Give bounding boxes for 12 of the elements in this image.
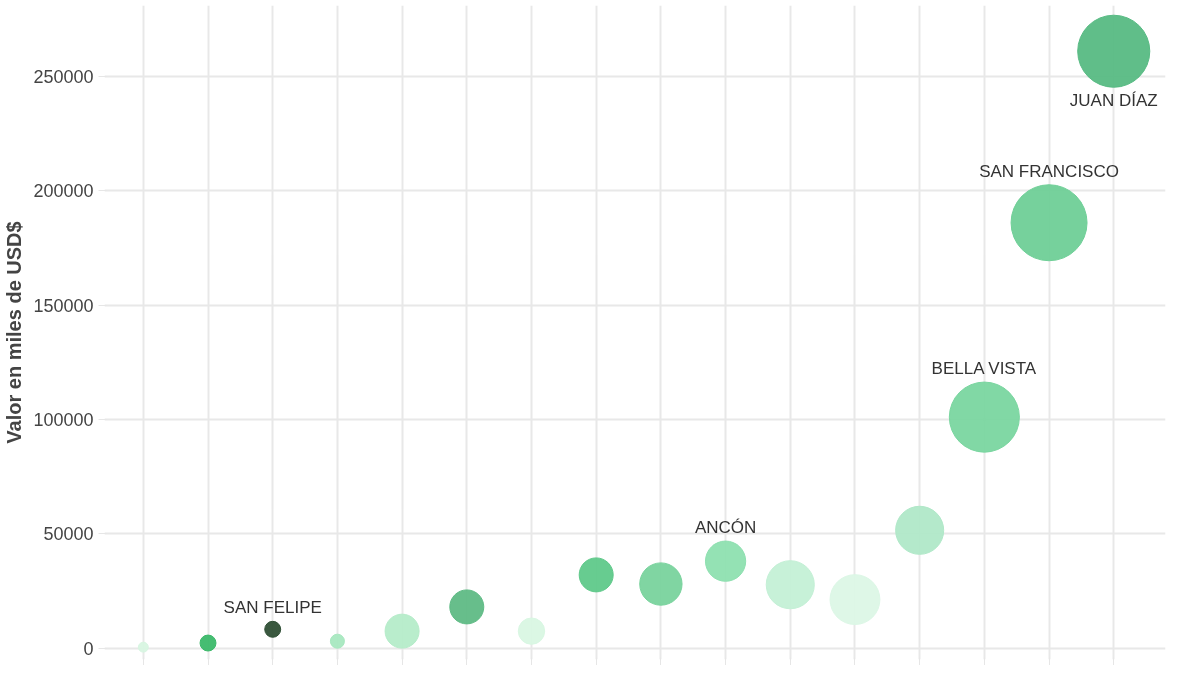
y-tick-label: 200000 (33, 181, 94, 202)
annotation: BELLA VISTA (931, 359, 1037, 379)
annotation: SAN FELIPE (223, 598, 322, 618)
y-tick-label: 0 (83, 638, 94, 659)
y-tick-label: 100000 (33, 409, 94, 430)
annotation: SAN FRANCISCO (979, 161, 1119, 181)
annotation: JUAN DÍAZ (1069, 91, 1158, 111)
y-tick-label: 250000 (33, 66, 94, 87)
annotation: ANCÓN (694, 518, 757, 538)
y-tick-label: 50000 (43, 524, 94, 545)
y-tick-label: 150000 (33, 295, 94, 316)
y-axis-title: Valor en miles de USD$ (3, 221, 26, 444)
